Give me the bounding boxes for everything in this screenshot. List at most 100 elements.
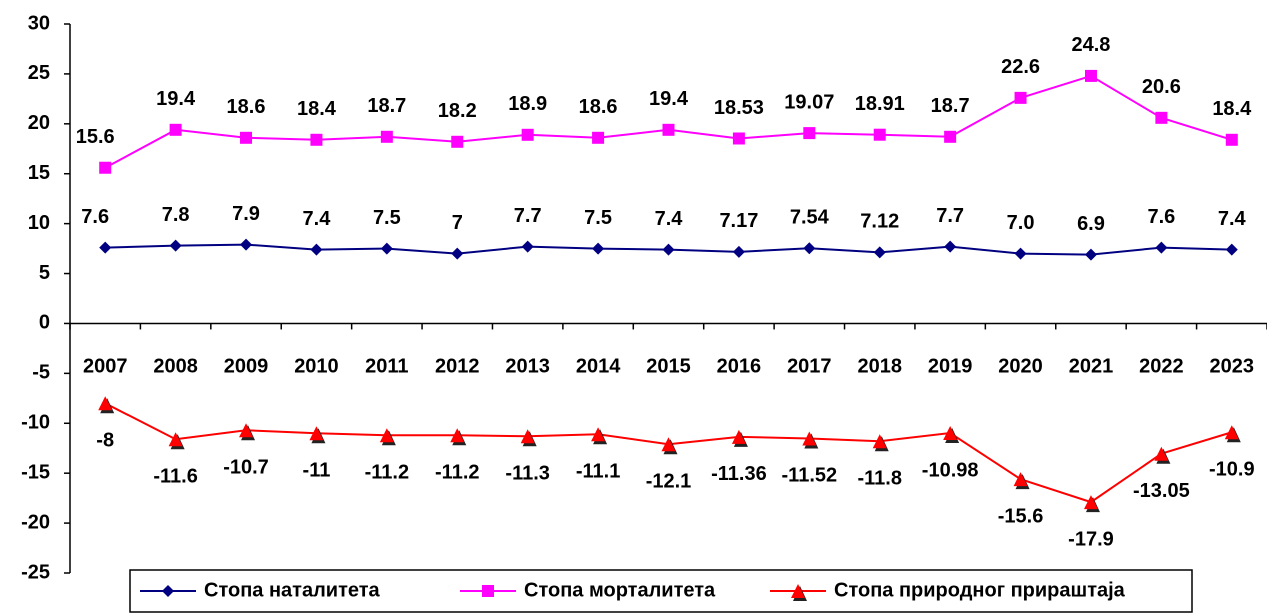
marker: [379, 428, 394, 443]
marker: [239, 423, 254, 438]
x-tick-label: 2022: [1139, 356, 1184, 378]
marker: [944, 240, 957, 253]
marker: [169, 239, 182, 252]
marker: [943, 426, 958, 441]
x-tick-label: 2011: [365, 356, 408, 378]
data-label: 20.6: [1142, 76, 1181, 98]
marker: [803, 242, 816, 255]
data-label: -11.1: [576, 461, 620, 483]
marker: [791, 584, 805, 598]
x-tick-label: 2014: [576, 356, 621, 378]
data-label: -11.6: [153, 466, 197, 488]
marker: [240, 238, 253, 251]
marker: [591, 427, 606, 442]
data-label: 7.5: [584, 207, 612, 229]
data-label: -11.2: [365, 462, 409, 484]
marker: [380, 130, 393, 143]
marker: [310, 243, 323, 256]
x-tick-label: 2007: [83, 356, 128, 378]
data-label: 18.4: [297, 98, 337, 120]
data-label: 7.9: [232, 203, 260, 225]
y-tick-label: -15: [21, 461, 50, 483]
data-label: 18.53: [714, 97, 764, 119]
y-tick-label: 30: [28, 12, 50, 34]
marker: [1155, 241, 1168, 254]
data-label: 7.4: [655, 208, 684, 230]
marker: [1224, 425, 1239, 440]
marker: [1083, 495, 1098, 510]
marker: [731, 429, 746, 444]
data-label: 18.91: [855, 93, 905, 115]
marker: [1014, 91, 1027, 104]
marker: [1084, 69, 1097, 82]
marker: [309, 426, 324, 441]
marker: [1014, 247, 1027, 260]
marker: [99, 161, 112, 174]
data-label: 7.6: [1147, 206, 1175, 228]
data-label: -11.8: [857, 468, 901, 490]
marker: [451, 247, 464, 260]
x-tick-label: 2012: [435, 356, 480, 378]
data-label: -11.2: [435, 462, 479, 484]
legend-label: Стопа морталитета: [524, 579, 716, 601]
data-label: 18.9: [508, 93, 547, 115]
marker: [99, 241, 112, 254]
data-label: 18.7: [931, 95, 970, 117]
marker: [450, 428, 465, 443]
data-label: 7.4: [1218, 208, 1247, 230]
data-label: -13.05: [1133, 480, 1190, 502]
marker: [592, 131, 605, 144]
marker: [1225, 133, 1238, 146]
marker: [1084, 248, 1097, 261]
legend-box: [129, 569, 1193, 613]
x-tick-label: 2019: [928, 356, 973, 378]
data-label: 7.6: [81, 206, 109, 228]
marker: [98, 396, 113, 411]
y-tick-label: 0: [39, 312, 50, 334]
y-tick-label: -20: [21, 511, 50, 533]
marker: [1154, 446, 1169, 461]
data-label: 7: [452, 212, 463, 234]
data-label: 6.9: [1077, 213, 1105, 235]
legend-label: Стопа наталитета: [204, 579, 381, 601]
marker: [661, 437, 676, 452]
marker: [482, 585, 494, 597]
marker: [802, 431, 817, 446]
marker: [873, 128, 886, 141]
data-label: -12.1: [646, 471, 692, 493]
marker: [732, 132, 745, 145]
data-label: -11.3: [505, 463, 549, 485]
y-tick-label: 20: [28, 112, 50, 134]
x-tick-label: 2020: [998, 356, 1043, 378]
x-tick-label: 2013: [505, 356, 550, 378]
data-label: 19.4: [649, 88, 689, 110]
marker: [520, 429, 535, 444]
data-label: 18.6: [227, 96, 266, 118]
data-label: 7.12: [860, 211, 899, 233]
x-tick-label: 2023: [1210, 356, 1255, 378]
data-label: -11.36: [711, 463, 767, 485]
x-tick-label: 2008: [153, 356, 198, 378]
marker: [803, 127, 816, 140]
data-label: 18.4: [1212, 98, 1252, 120]
data-label: -11: [303, 460, 331, 482]
data-label: 7.8: [162, 204, 190, 226]
data-label: -15.6: [998, 505, 1044, 527]
legend-label: Стопа природног прираштаја: [834, 579, 1126, 601]
data-label: 18.7: [367, 95, 406, 117]
marker: [1013, 472, 1028, 487]
marker: [944, 130, 957, 143]
x-tick-label: 2015: [646, 356, 691, 378]
marker: [662, 243, 675, 256]
data-label: 24.8: [1072, 34, 1111, 56]
y-tick-label: 25: [28, 62, 50, 84]
marker: [1155, 111, 1168, 124]
marker: [662, 123, 675, 136]
y-tick-label: 10: [28, 212, 50, 234]
data-label: -10.7: [223, 457, 269, 479]
marker: [168, 432, 183, 447]
y-tick-label: 15: [28, 162, 50, 184]
marker: [240, 131, 253, 144]
marker: [592, 242, 605, 255]
